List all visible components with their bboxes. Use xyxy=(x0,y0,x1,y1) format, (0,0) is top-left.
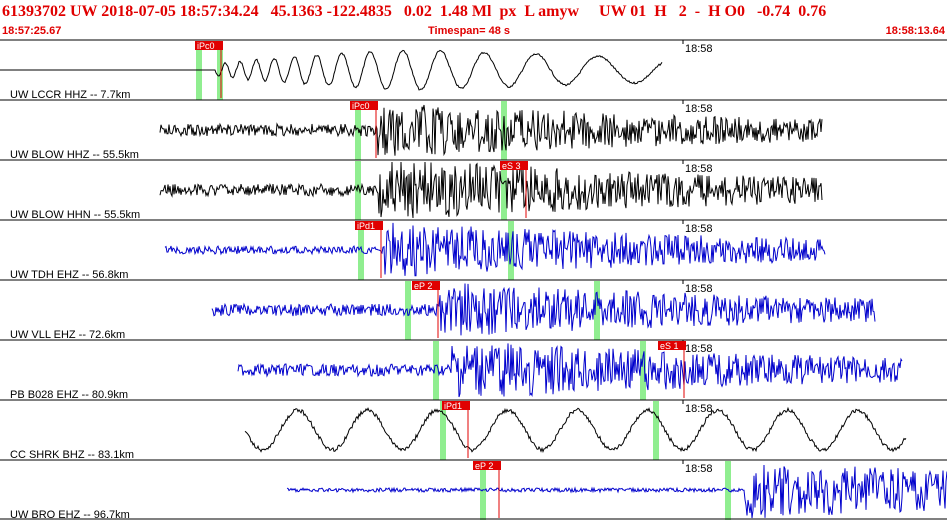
pick-flag[interactable] xyxy=(473,461,501,470)
waveform[interactable] xyxy=(159,104,823,157)
pick-window xyxy=(217,41,223,100)
pick-label: eP 2 xyxy=(414,281,432,291)
pick-window xyxy=(405,281,411,340)
pick-window xyxy=(501,161,507,220)
pick-flag[interactable] xyxy=(658,341,686,350)
time-tick-label: 18:58 xyxy=(685,163,713,175)
station-label: UW BRO EHZ -- 96.7km xyxy=(10,509,130,520)
pick-label: iPd1 xyxy=(444,401,462,411)
pick-flag[interactable] xyxy=(355,221,383,230)
pick-window xyxy=(480,461,486,520)
pick-label: iPc0 xyxy=(197,41,215,51)
station-label: UW BLOW HHZ -- 55.5km xyxy=(10,149,139,161)
pick-flag[interactable] xyxy=(442,401,470,410)
waveform[interactable] xyxy=(211,283,876,336)
pick-window xyxy=(653,401,659,460)
pick-label: eS 3 xyxy=(502,161,521,171)
waveform[interactable] xyxy=(286,464,947,519)
pick-flag[interactable] xyxy=(500,161,528,170)
pick-label: eP 2 xyxy=(475,461,493,471)
waveform[interactable] xyxy=(237,343,903,398)
pick-flag[interactable] xyxy=(195,41,223,50)
time-tick-label: 18:58 xyxy=(685,223,713,235)
time-tick-label: 18:58 xyxy=(685,43,713,55)
pick-flag[interactable] xyxy=(350,101,378,110)
header: 61393702 UW 2018-07-05 18:57:34.24 45.13… xyxy=(0,0,947,40)
pick-flag[interactable] xyxy=(412,281,440,290)
pick-label: iPd1 xyxy=(357,221,375,231)
time-tick-label: 18:58 xyxy=(685,283,713,295)
pick-window xyxy=(501,101,507,160)
waveform[interactable] xyxy=(244,406,907,454)
pick-label: eS 1 xyxy=(660,341,679,351)
pick-window xyxy=(358,221,364,280)
time-tick-label: 18:58 xyxy=(685,403,713,415)
timespan: Timespan= 48 s xyxy=(428,25,511,37)
pick-window xyxy=(433,341,439,400)
time-tick-label: 18:58 xyxy=(685,103,713,115)
event-summary-line: 61393702 UW 2018-07-05 18:57:34.24 45.13… xyxy=(2,3,827,20)
waveform[interactable] xyxy=(159,161,823,219)
time-tick-label: 18:58 xyxy=(685,343,713,355)
pick-window xyxy=(725,461,731,520)
time-tick-label: 18:58 xyxy=(685,463,713,475)
waveform[interactable] xyxy=(164,222,826,277)
station-label: UW BLOW HHN -- 55.5km xyxy=(10,209,140,221)
station-label: UW TDH EHZ -- 56.8km xyxy=(10,269,128,281)
station-label: UW LCCR HHZ -- 7.7km xyxy=(10,89,130,101)
pick-window xyxy=(640,341,646,400)
pick-window xyxy=(440,401,446,460)
pick-window xyxy=(594,281,600,340)
waveform[interactable] xyxy=(0,49,663,91)
pick-label: iPc0 xyxy=(352,101,370,111)
end-time: 18:58:13.64 xyxy=(885,25,945,37)
station-label: PB B028 EHZ -- 80.9km xyxy=(10,389,128,401)
pick-window xyxy=(355,161,361,220)
station-label: UW VLL EHZ -- 72.6km xyxy=(10,329,125,341)
start-time: 18:57:25.67 xyxy=(2,25,62,37)
station-label: CC SHRK BHZ -- 83.1km xyxy=(10,449,134,461)
